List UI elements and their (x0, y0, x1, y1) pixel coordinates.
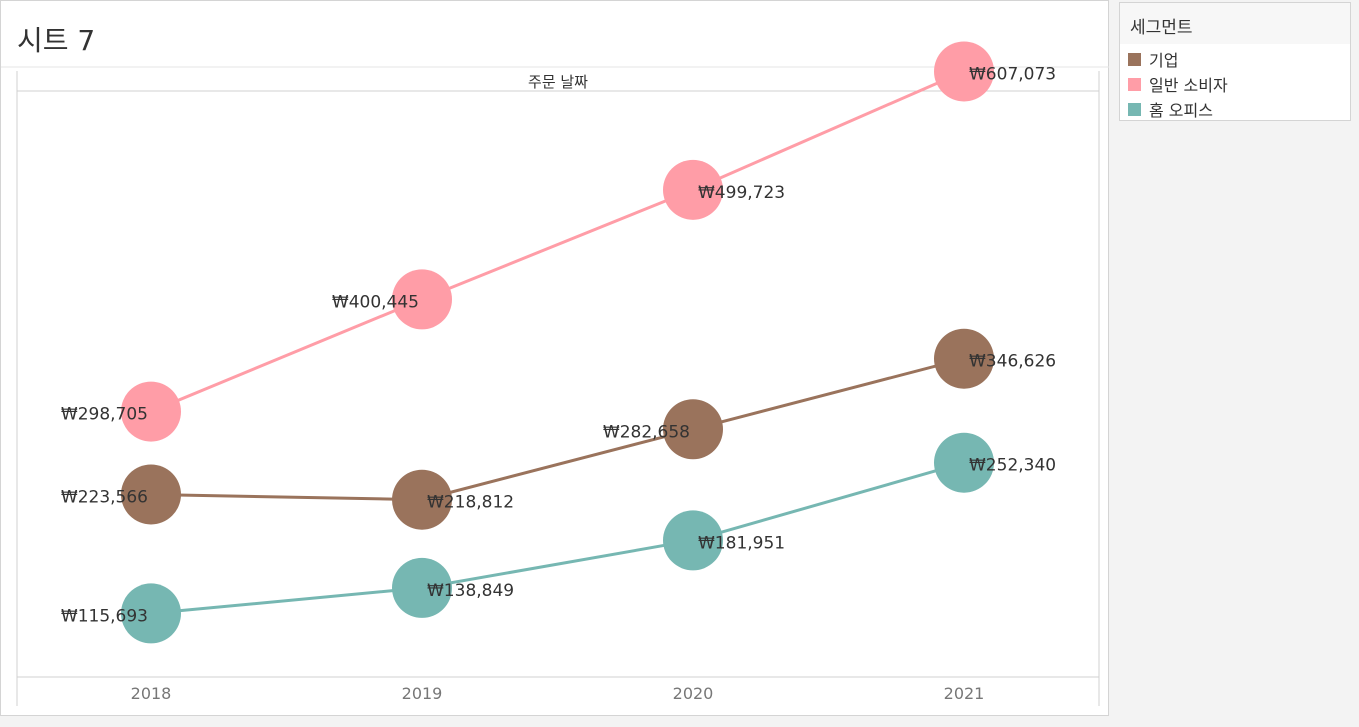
data-label-0-2021: ₩346,626 (969, 352, 1056, 372)
data-label-2-2018: ₩115,693 (61, 606, 148, 626)
data-point-0-2019[interactable] (392, 469, 452, 530)
data-point-0-2020[interactable] (663, 399, 723, 460)
series-line-0 (150, 357, 965, 502)
data-label-1-2018: ₩298,705 (61, 405, 148, 425)
data-point-2-2020[interactable] (663, 510, 723, 571)
series-line-2 (150, 461, 965, 615)
legend-item-consumer[interactable]: 일반 소비자 (1128, 74, 1228, 95)
data-point-1-2019[interactable] (392, 269, 452, 330)
series-line-1 (150, 70, 965, 413)
legend-header (1120, 3, 1350, 44)
legend-label: 기업 (1149, 51, 1179, 70)
legend-item-corporate[interactable]: 기업 (1128, 49, 1179, 70)
x-tick-label-2021: 2021 (944, 684, 985, 703)
sheet-title: 시트 7 (17, 24, 96, 57)
data-point-2-2018[interactable] (121, 583, 181, 644)
legend-item-home-office[interactable]: 홈 오피스 (1128, 99, 1213, 120)
data-label-2-2020: ₩181,951 (698, 533, 785, 553)
data-point-2-2019[interactable] (392, 557, 452, 618)
data-point-1-2020[interactable] (663, 159, 723, 220)
x-tick-label-2019: 2019 (402, 684, 443, 703)
data-label-1-2019: ₩400,445 (332, 292, 419, 312)
legend-swatch (1128, 102, 1141, 116)
legend-label: 일반 소비자 (1149, 76, 1228, 95)
worksheet: 시트 7 주문 날짜 ₩115,693 ₩138,849 ₩181,951 ₩252,… (0, 0, 1109, 716)
legend: 세그먼트 기업 일반 소비자 홈 오피스 (1119, 2, 1351, 121)
legend-title: 세그먼트 (1130, 18, 1193, 38)
data-label-2-2019: ₩138,849 (427, 581, 514, 601)
data-point-1-2021[interactable] (934, 41, 994, 102)
legend-swatch (1128, 77, 1141, 91)
column-header: 주문 날짜 (528, 73, 588, 91)
line-chart: 주문 날짜 ₩115,693 ₩138,849 ₩181,951 ₩252,340 ₩2… (1, 41, 1109, 706)
legend-swatch (1128, 52, 1141, 66)
data-label-2-2021: ₩252,340 (969, 456, 1056, 476)
data-point-1-2018[interactable] (121, 381, 181, 442)
data-label-1-2020: ₩499,723 (698, 183, 785, 203)
x-tick-label-2020: 2020 (673, 684, 714, 703)
data-point-0-2018[interactable] (121, 464, 181, 525)
data-label-0-2018: ₩223,566 (61, 487, 148, 507)
data-point-0-2021[interactable] (934, 328, 994, 389)
data-point-2-2021[interactable] (934, 432, 994, 493)
data-label-0-2020: ₩282,658 (603, 422, 690, 442)
data-label-0-2019: ₩218,812 (427, 493, 514, 513)
data-label-1-2021: ₩607,073 (969, 64, 1056, 84)
x-tick-label-2018: 2018 (131, 684, 172, 703)
legend-label: 홈 오피스 (1149, 101, 1213, 120)
